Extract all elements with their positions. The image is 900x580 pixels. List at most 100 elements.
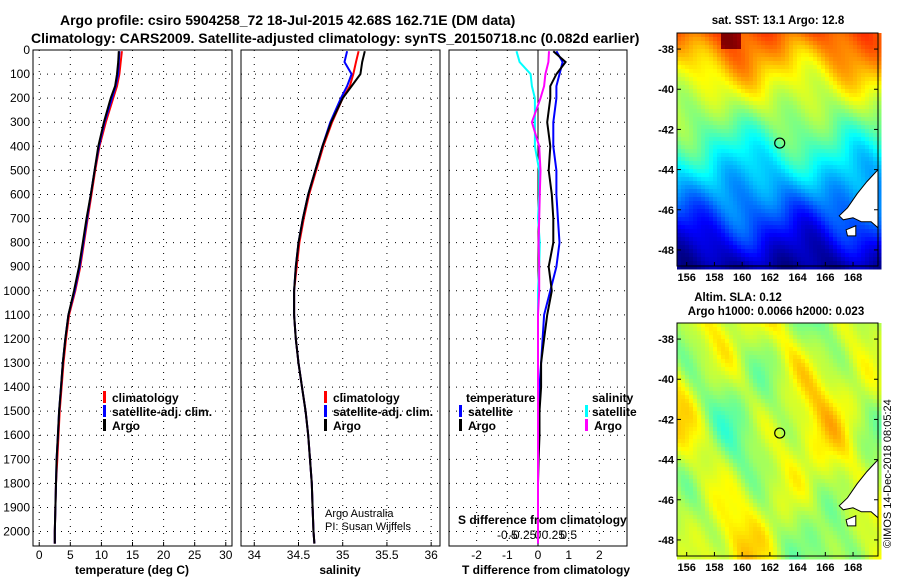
map-cell bbox=[813, 221, 818, 226]
map-cell bbox=[773, 101, 778, 106]
map-cell bbox=[697, 423, 702, 428]
map-cell bbox=[681, 37, 686, 42]
map-cell bbox=[765, 371, 770, 376]
map-cell bbox=[757, 49, 762, 54]
map-cell bbox=[873, 113, 878, 118]
map-cell bbox=[861, 45, 866, 50]
map-cell bbox=[877, 53, 882, 58]
map-cell bbox=[697, 225, 702, 230]
map-cell bbox=[777, 65, 782, 70]
map-cell bbox=[729, 403, 734, 408]
map-cell bbox=[861, 225, 866, 230]
map-cell bbox=[705, 375, 710, 380]
map-cell bbox=[801, 383, 806, 388]
map-cell bbox=[877, 265, 882, 270]
map-cell bbox=[865, 33, 870, 38]
map-cell bbox=[761, 113, 766, 118]
map-cell bbox=[865, 77, 870, 82]
map-cell bbox=[757, 145, 762, 150]
map-cell bbox=[777, 149, 782, 154]
map-cell bbox=[769, 73, 774, 78]
map-cell bbox=[757, 387, 762, 392]
map-cell bbox=[841, 61, 846, 66]
map-cell bbox=[765, 129, 770, 134]
map-cell bbox=[821, 177, 826, 182]
map-cell bbox=[693, 53, 698, 58]
map-cell bbox=[705, 49, 710, 54]
map-cell bbox=[841, 81, 846, 86]
map-cell bbox=[801, 455, 806, 460]
map-cell bbox=[677, 185, 682, 190]
map-cell bbox=[769, 343, 774, 348]
map-cell bbox=[733, 459, 738, 464]
map-cell bbox=[865, 57, 870, 62]
map-cell bbox=[813, 93, 818, 98]
legend-swatch-climatology bbox=[103, 391, 106, 403]
map-cell bbox=[705, 165, 710, 170]
map-cell bbox=[737, 399, 742, 404]
map-cell bbox=[685, 145, 690, 150]
map-cell bbox=[805, 113, 810, 118]
map-cell bbox=[833, 367, 838, 372]
map-cell bbox=[877, 327, 882, 332]
map-cell bbox=[813, 343, 818, 348]
map-cell bbox=[781, 225, 786, 230]
map-cell bbox=[817, 229, 822, 234]
map-cell bbox=[753, 193, 758, 198]
map-cell bbox=[773, 37, 778, 42]
map-cell bbox=[857, 73, 862, 78]
map-cell bbox=[725, 153, 730, 158]
map-cell bbox=[701, 265, 706, 270]
map-cell bbox=[769, 133, 774, 138]
map-cell bbox=[869, 53, 874, 58]
map-cell bbox=[733, 447, 738, 452]
legend-swatch-t-satellite bbox=[459, 405, 462, 417]
map-cell bbox=[813, 181, 818, 186]
map-cell bbox=[741, 69, 746, 74]
map-cell bbox=[697, 113, 702, 118]
map-cell bbox=[765, 61, 770, 66]
map-cell bbox=[729, 69, 734, 74]
map-cell bbox=[785, 193, 790, 198]
map-cell bbox=[737, 367, 742, 372]
map-cell bbox=[841, 395, 846, 400]
map-cell bbox=[801, 161, 806, 166]
map-cell bbox=[817, 165, 822, 170]
map-cell bbox=[829, 85, 834, 90]
map-cell bbox=[857, 395, 862, 400]
map-cell bbox=[713, 323, 718, 328]
map-cell bbox=[729, 77, 734, 82]
temperature-grid bbox=[33, 49, 232, 546]
map-cell bbox=[861, 53, 866, 58]
map-cell bbox=[681, 343, 686, 348]
map-cell bbox=[837, 217, 842, 222]
map-cell bbox=[717, 339, 722, 344]
map-cell bbox=[817, 253, 822, 258]
map-cell bbox=[861, 177, 866, 182]
map-cell bbox=[873, 49, 878, 54]
map-cell bbox=[769, 153, 774, 158]
map-cell bbox=[685, 411, 690, 416]
map-cell bbox=[837, 105, 842, 110]
map-cell bbox=[801, 57, 806, 62]
map-cell bbox=[753, 245, 758, 250]
map-cell bbox=[825, 69, 830, 74]
map-cell bbox=[721, 411, 726, 416]
map-cell bbox=[801, 77, 806, 82]
map-cell bbox=[693, 197, 698, 202]
map-cell bbox=[833, 133, 838, 138]
map-cell bbox=[677, 109, 682, 114]
map-cell bbox=[725, 447, 730, 452]
map-cell bbox=[777, 105, 782, 110]
map-cell bbox=[697, 53, 702, 58]
map-cell bbox=[845, 105, 850, 110]
map-cell bbox=[857, 177, 862, 182]
map-cell bbox=[765, 225, 770, 230]
map-cell bbox=[853, 153, 858, 158]
map-cell bbox=[741, 415, 746, 420]
map-cell bbox=[733, 181, 738, 186]
map-cell bbox=[785, 423, 790, 428]
map-cell bbox=[745, 455, 750, 460]
map-cell bbox=[761, 443, 766, 448]
map-cell bbox=[817, 121, 822, 126]
